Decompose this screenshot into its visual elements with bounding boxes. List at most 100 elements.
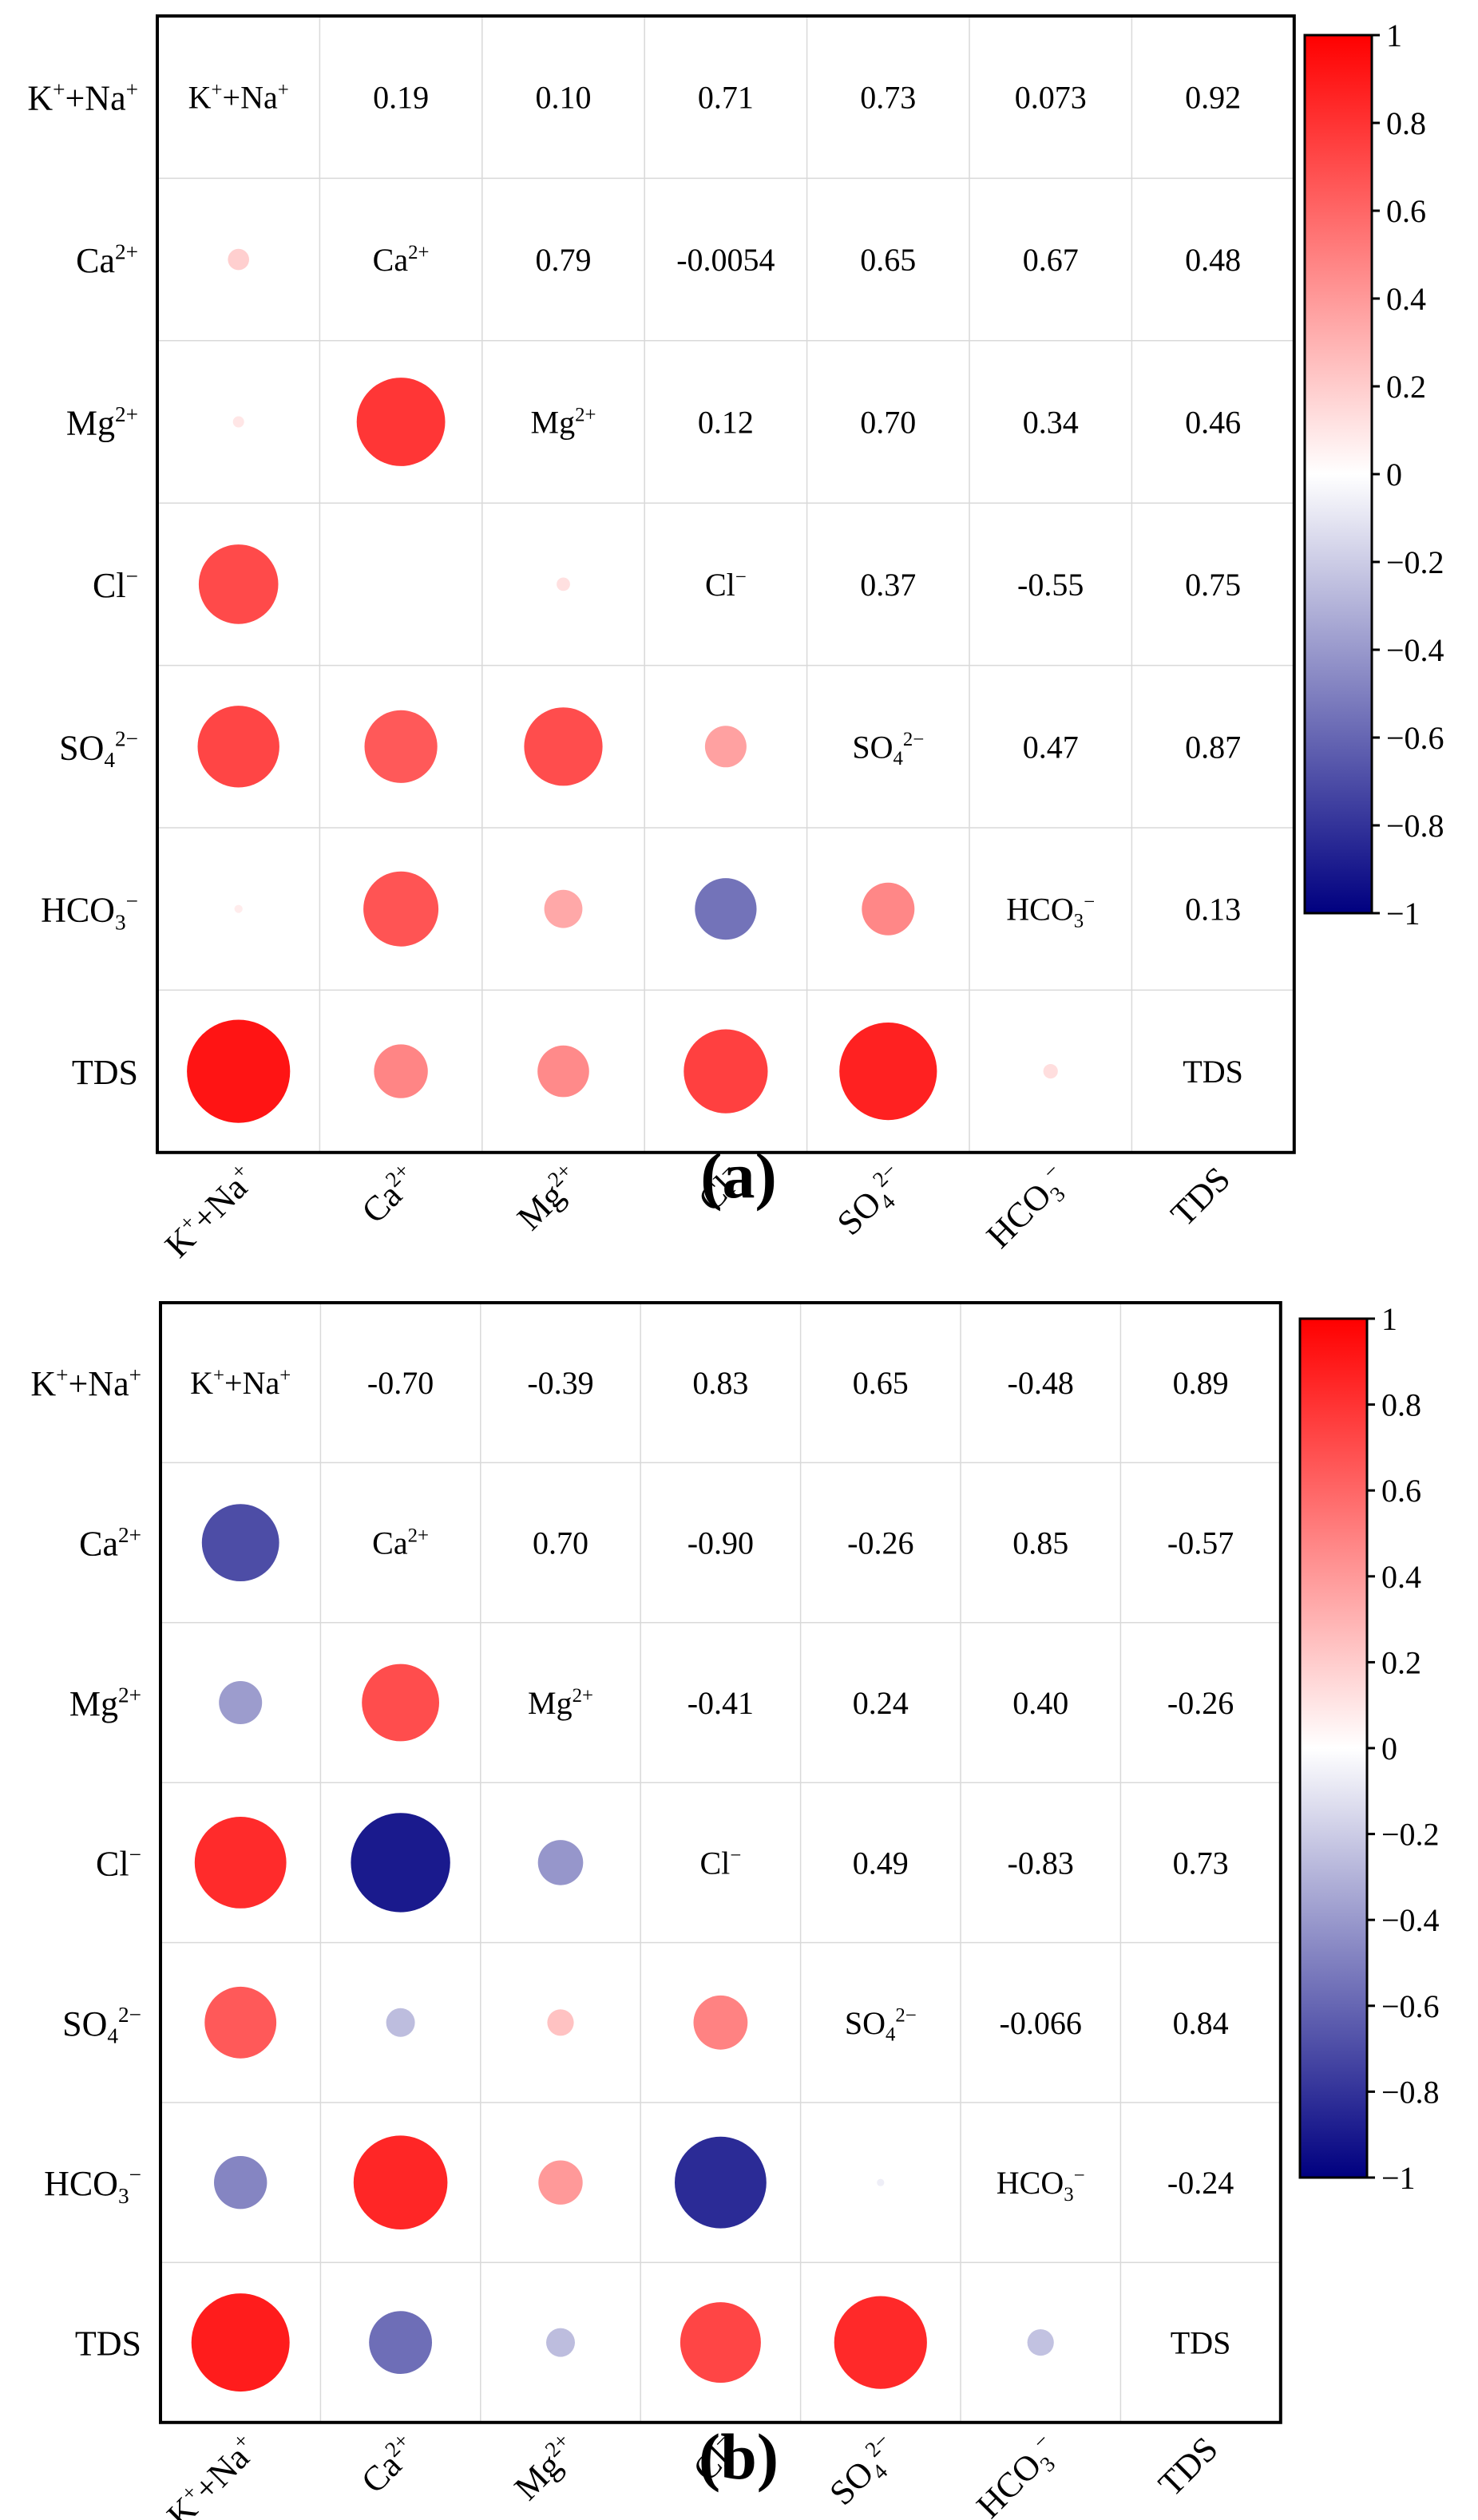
colorbar-gradient xyxy=(1303,34,1373,915)
correlation-circle xyxy=(557,577,570,591)
correlation-value: 0.89 xyxy=(1173,1365,1229,1401)
correlation-value: 0.34 xyxy=(1023,405,1079,441)
diagonal-label: Ca2+​ xyxy=(372,1525,429,1561)
colorbar-tick-label: 0.4 xyxy=(1381,1559,1421,1595)
correlation-value: -0.70 xyxy=(367,1365,434,1401)
colorbar-tick-label: −1 xyxy=(1381,2160,1416,2196)
colorbar-gradient xyxy=(1298,1317,1369,2179)
colorbar-tick-label: 0.4 xyxy=(1386,281,1426,317)
y-axis-label: Mg2+​ xyxy=(69,1683,141,1723)
colorbar-tick-label: 0.2 xyxy=(1386,369,1426,405)
correlation-circle xyxy=(194,1817,287,1909)
y-axis-label: HCO3​−​ xyxy=(41,889,138,934)
correlation-circle xyxy=(400,584,402,585)
correlation-circle xyxy=(537,1840,584,1885)
colorbar-tick-label: −0.6 xyxy=(1386,720,1444,756)
colorbar-tick-label: −0.8 xyxy=(1386,808,1444,844)
colorbar-tick-label: 0 xyxy=(1386,457,1402,493)
diagonal-label: Mg2+​ xyxy=(528,1685,593,1721)
correlation-circle xyxy=(680,2302,761,2384)
correlation-value: 0.47 xyxy=(1023,729,1079,765)
correlation-value: -0.90 xyxy=(687,1525,754,1561)
x-axis-label: HCO3​−​ xyxy=(968,2428,1068,2520)
correlation-circle xyxy=(386,2008,415,2037)
correlation-value: -0.39 xyxy=(527,1365,593,1401)
correlation-circle xyxy=(364,710,438,783)
correlation-value: 0.85 xyxy=(1012,1525,1068,1561)
diagonal-label: SO4​2−​ xyxy=(845,2005,917,2046)
colorbar: 1 0.8 0.6 0.4 0.2 0 −0.2 −0.4 −0.6 −0.8 −1 xyxy=(1298,1301,1440,2196)
diagonal-label: Ca2+​ xyxy=(373,242,430,278)
correlation-value: 0.24 xyxy=(853,1685,909,1721)
diagonal-label: K+​+Na+​ xyxy=(188,80,289,116)
colorbar-tick-label: −0.4 xyxy=(1386,632,1444,668)
correlation-value: 0.75 xyxy=(1185,567,1241,603)
correlation-value: 0.87 xyxy=(1185,729,1241,765)
colorbar-tick-label: −0.2 xyxy=(1386,544,1444,580)
correlation-circle xyxy=(839,1023,937,1121)
correlation-circle xyxy=(693,1995,748,2050)
x-axis-label: K+​+Na+​ xyxy=(158,2428,265,2520)
colorbar-tick-label: −0.4 xyxy=(1381,1902,1440,1938)
correlation-circle xyxy=(547,2009,574,2036)
diagonal-label: Cl−​ xyxy=(705,567,747,603)
correlation-circle xyxy=(537,1045,589,1098)
correlation-value: 0.40 xyxy=(1012,1685,1068,1721)
y-axis-label: SO4​2−​ xyxy=(59,727,138,772)
correlation-circle xyxy=(538,2160,583,2205)
colorbar-tick-label: 1 xyxy=(1386,18,1402,53)
diagonal-label: HCO3​−​ xyxy=(1006,892,1095,932)
colorbar-tick-label: 0.2 xyxy=(1381,1644,1421,1680)
correlation-circle xyxy=(201,1504,279,1581)
x-axis-label: HCO3​−​ xyxy=(978,1158,1079,1259)
correlation-circle xyxy=(524,707,603,786)
correlation-circle xyxy=(362,1664,439,1742)
correlation-circle xyxy=(546,2328,575,2357)
correlation-value: 0.19 xyxy=(373,80,429,116)
x-axis-label: Ca2+​ xyxy=(353,1158,426,1231)
colorbar-tick-label: 0.8 xyxy=(1386,105,1426,141)
correlation-circle xyxy=(353,2135,448,2229)
correlation-circle xyxy=(877,2178,885,2186)
correlation-circle xyxy=(684,1029,768,1114)
correlation-value: 0.48 xyxy=(1185,242,1241,278)
correlation-circle xyxy=(356,378,446,466)
correlation-value: -0.066 xyxy=(1000,2005,1082,2041)
correlation-circle xyxy=(228,248,250,271)
correlation-circle xyxy=(351,1813,450,1913)
correlation-circle xyxy=(834,2296,927,2389)
y-axis-label: Mg2+​ xyxy=(66,402,138,443)
correlation-value: -0.57 xyxy=(1167,1525,1234,1561)
panel-caption: (b) xyxy=(699,2420,779,2493)
correlation-value: 0.84 xyxy=(1173,2005,1229,2041)
correlation-value: 0.46 xyxy=(1185,405,1241,441)
correlation-value: -0.55 xyxy=(1017,567,1084,603)
x-axis-label: SO4​2−​ xyxy=(829,1158,917,1246)
x-axis-label: Ca2+​ xyxy=(353,2428,426,2501)
correlation-value: 0.12 xyxy=(698,405,754,441)
panel-a: K+​+Na+​ 0.19 0.10 0.71 0.73 0.073 0.92 Ca2+​ 0.… xyxy=(27,14,1444,1265)
correlation-circle xyxy=(695,878,757,940)
diagonal-label: Mg2+​ xyxy=(531,404,596,440)
y-axis-label: Cl−​ xyxy=(93,564,138,605)
x-axis-label: Mg2+​ xyxy=(505,2428,585,2508)
correlation-circle xyxy=(374,1044,428,1098)
correlation-value: 0.92 xyxy=(1185,80,1241,116)
correlation-value: -0.48 xyxy=(1008,1365,1074,1401)
y-axis-label: Ca2+​ xyxy=(79,1523,141,1564)
correlation-circle xyxy=(191,2293,290,2392)
y-axis-label: Ca2+​ xyxy=(76,239,138,280)
correlation-value: 0.83 xyxy=(692,1365,748,1401)
correlation-circle xyxy=(1043,1064,1058,1079)
colorbar-tick-label: −0.8 xyxy=(1381,2074,1440,2110)
correlation-value: -0.83 xyxy=(1008,1845,1074,1881)
correlation-value: 0.073 xyxy=(1015,80,1087,116)
correlation-circle xyxy=(704,726,747,768)
correlation-value: -0.26 xyxy=(847,1525,913,1561)
correlation-circle xyxy=(197,706,279,788)
correlation-circle xyxy=(1027,2329,1054,2356)
correlation-value: 0.10 xyxy=(536,80,592,116)
x-axis-label: K+​+Na+​ xyxy=(157,1158,264,1265)
correlation-value: 0.65 xyxy=(860,242,916,278)
